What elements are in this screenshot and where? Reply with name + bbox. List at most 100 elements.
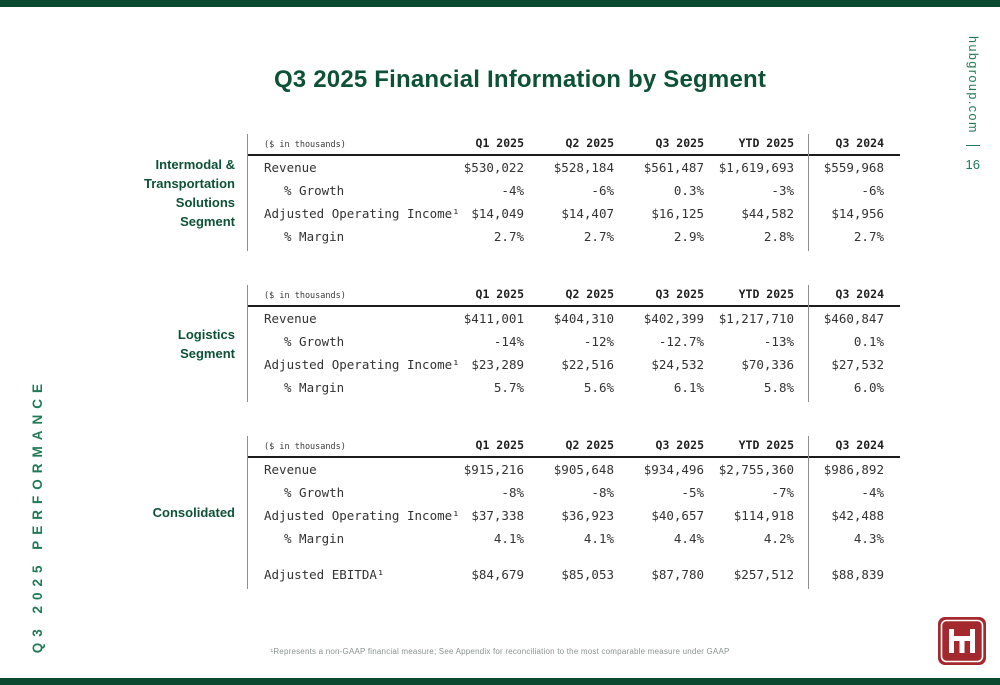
value-cell: -7% xyxy=(771,485,794,500)
table-row: Revenue $530,022 $528,184 $561,487 $1,619,69… xyxy=(248,156,900,179)
value-cell: 4.1% xyxy=(493,531,524,546)
units-label: ($ in thousands) xyxy=(264,291,346,301)
site-url-text: hubgroup.com xyxy=(965,36,980,134)
value-cell: -5% xyxy=(681,485,704,500)
value-cell: $915,216 xyxy=(463,462,524,477)
units-label: ($ in thousands) xyxy=(264,140,346,150)
value-cell: 6.1% xyxy=(673,380,704,395)
value-cell: 4.3% xyxy=(853,531,884,546)
row-label: Revenue xyxy=(264,311,317,326)
segment-label-line: Intermodal & xyxy=(155,156,235,172)
bottom-accent-bar xyxy=(0,678,1000,685)
value-cell: 4.2% xyxy=(763,531,794,546)
value-cell: 5.8% xyxy=(763,380,794,395)
value-cell: $114,918 xyxy=(733,508,794,523)
column-header: Q3 2024 xyxy=(835,136,884,150)
column-header: Q2 2025 xyxy=(565,438,614,452)
value-cell: -4% xyxy=(501,183,524,198)
value-cell: $87,780 xyxy=(651,567,704,582)
financial-table: ($ in thousands) Q1 2025 Q2 2025 Q3 2025 YTD… xyxy=(247,285,900,402)
value-cell: $905,648 xyxy=(553,462,614,477)
value-cell: $559,968 xyxy=(823,160,884,175)
row-label: Adjusted Operating Income¹ xyxy=(264,508,460,523)
row-label: Adjusted Operating Income¹ xyxy=(264,206,460,221)
table-row: Revenue $915,216 $905,648 $934,496 $2,755,36… xyxy=(248,458,900,481)
value-cell: $36,923 xyxy=(561,508,614,523)
value-cell: 5.6% xyxy=(583,380,614,395)
value-cell: 2.8% xyxy=(763,229,794,244)
page-title: Q3 2025 Financial Information by Segment xyxy=(273,66,767,93)
top-accent-bar xyxy=(0,0,1000,7)
value-cell: $530,022 xyxy=(463,160,524,175)
value-cell: -12.7% xyxy=(658,334,704,349)
hub-group-logo-icon xyxy=(938,617,986,665)
value-cell: -6% xyxy=(591,183,614,198)
value-cell: $14,407 xyxy=(561,206,614,221)
value-cell: $528,184 xyxy=(553,160,614,175)
row-label: Adjusted EBITDA¹ xyxy=(264,567,385,582)
column-divider-line xyxy=(808,285,809,402)
value-cell: $1,619,693 xyxy=(718,160,794,175)
value-cell: $24,532 xyxy=(651,357,704,372)
value-cell: $40,657 xyxy=(651,508,704,523)
column-header: Q3 2025 xyxy=(655,287,704,301)
value-cell: $27,532 xyxy=(831,357,884,372)
value-cell: 4.4% xyxy=(673,531,704,546)
row-label: % Margin xyxy=(284,531,345,546)
table-row: % Growth -14% -12% -12.7% -13% 0.1% xyxy=(248,330,900,353)
value-cell: -14% xyxy=(493,334,524,349)
value-cell: $257,512 xyxy=(733,567,794,582)
value-cell: $84,679 xyxy=(471,567,524,582)
segment-label-line: Solutions xyxy=(175,194,235,210)
table-header-row: ($ in thousands) Q1 2025 Q2 2025 Q3 2025 YTD… xyxy=(248,436,900,458)
financial-table: ($ in thousands) Q1 2025 Q2 2025 Q3 2025 YTD… xyxy=(247,436,900,589)
value-cell: $70,336 xyxy=(741,357,794,372)
row-label: % Growth xyxy=(284,183,345,198)
column-header: YTD 2025 xyxy=(738,136,794,150)
value-cell: -3% xyxy=(771,183,794,198)
column-divider-line xyxy=(808,134,809,251)
column-header: Q1 2025 xyxy=(475,438,524,452)
value-cell: $37,338 xyxy=(471,508,524,523)
value-cell: $402,399 xyxy=(643,311,704,326)
column-header: Q2 2025 xyxy=(565,136,614,150)
tables-region: Intermodal & Transportation Solutions Segme… xyxy=(0,134,910,623)
row-label: Adjusted Operating Income¹ xyxy=(264,357,460,372)
row-label: % Growth xyxy=(284,485,345,500)
row-label: % Margin xyxy=(284,380,345,395)
row-label: % Margin xyxy=(284,229,345,244)
column-divider-line xyxy=(808,436,809,589)
value-cell: -4% xyxy=(861,485,884,500)
right-rail: hubgroup.com 16 xyxy=(966,36,980,172)
segment-label-line: Consolidated xyxy=(152,505,235,520)
table-row: Revenue $411,001 $404,310 $402,399 $1,217,71… xyxy=(248,307,900,330)
page-number: 16 xyxy=(965,156,980,172)
segment-label-line: Transportation xyxy=(143,175,235,191)
value-cell: $411,001 xyxy=(463,311,524,326)
column-header: Q1 2025 xyxy=(475,287,524,301)
table-row: Adjusted Operating Income¹ $37,338 $36,923… xyxy=(248,504,900,527)
column-header: Q2 2025 xyxy=(565,287,614,301)
table-row: Adjusted Operating Income¹ $23,289 $22,516… xyxy=(248,353,900,376)
value-cell: $561,487 xyxy=(643,160,704,175)
value-cell: $14,049 xyxy=(471,206,524,221)
column-header: YTD 2025 xyxy=(738,287,794,301)
value-cell: $934,496 xyxy=(643,462,704,477)
segment-label: Consolidated xyxy=(0,503,247,522)
column-header: Q1 2025 xyxy=(475,136,524,150)
units-label: ($ in thousands) xyxy=(264,442,346,452)
value-cell: 2.7% xyxy=(853,229,884,244)
table-row: % Margin 5.7% 5.6% 6.1% 5.8% 6.0% xyxy=(248,376,900,399)
value-cell: -8% xyxy=(591,485,614,500)
table-row: % Growth -8% -8% -5% -7% -4% xyxy=(248,481,900,504)
row-label: Revenue xyxy=(264,160,317,175)
value-cell: -12% xyxy=(583,334,614,349)
segment-table-block: Consolidated ($ in thousands) Q1 2025 Q2 20… xyxy=(0,436,910,589)
value-cell: -6% xyxy=(861,183,884,198)
row-label: % Growth xyxy=(284,334,345,349)
column-header: Q3 2025 xyxy=(655,136,704,150)
value-cell: 0.1% xyxy=(853,334,884,349)
value-cell: $22,516 xyxy=(561,357,614,372)
value-cell: 6.0% xyxy=(853,380,884,395)
